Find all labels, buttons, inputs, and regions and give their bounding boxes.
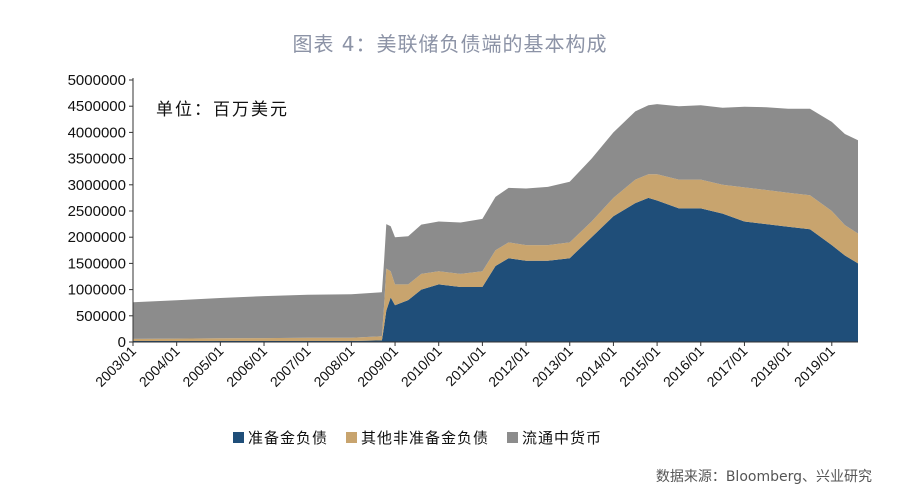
x-tick-label: 2009/01 xyxy=(354,343,401,390)
legend-label-other: 其他非准备金负债 xyxy=(361,429,490,447)
area-other xyxy=(133,174,858,341)
y-tick-label: 500000 xyxy=(76,308,126,325)
x-tick-label: 2008/01 xyxy=(310,343,357,390)
y-tick-label: 4000000 xyxy=(68,124,126,141)
legend: 准备金负债 其他非准备金负债 流通中货币 xyxy=(233,427,620,448)
x-tick-label: 2004/01 xyxy=(136,343,183,390)
legend-item-other: 其他非准备金负债 xyxy=(346,427,489,448)
x-tick-label: 2014/01 xyxy=(572,343,619,390)
y-tick-label: 4500000 xyxy=(68,98,126,115)
x-tick-label: 2007/01 xyxy=(267,343,314,390)
area-currency xyxy=(133,104,858,339)
y-tick-label: 5000000 xyxy=(68,72,126,89)
x-tick-label: 2018/01 xyxy=(747,343,794,390)
legend-swatch-reserve xyxy=(233,432,244,443)
legend-label-reserve: 准备金负债 xyxy=(248,429,329,447)
legend-label-currency: 流通中货币 xyxy=(522,429,603,447)
x-tick-label: 2006/01 xyxy=(223,343,270,390)
source-note: 数据来源：Bloomberg、兴业研究 xyxy=(655,469,872,485)
y-axis: 0 500000 1000000 1500000 2000000 2500000 30000… xyxy=(68,72,134,351)
x-tick-label: 2011/01 xyxy=(442,343,489,390)
x-tick-label: 2017/01 xyxy=(703,343,750,390)
y-tick-label: 2000000 xyxy=(68,229,126,246)
y-tick-label: 1500000 xyxy=(68,255,126,272)
y-tick-label: 2500000 xyxy=(68,203,126,220)
x-tick-label: 2003/01 xyxy=(92,343,139,390)
y-tick-label: 3000000 xyxy=(68,177,126,194)
x-tick-label: 2012/01 xyxy=(485,343,532,390)
unit-label: 单位：百万美元 xyxy=(156,100,289,120)
plot-area xyxy=(133,104,858,342)
legend-item-currency: 流通中货币 xyxy=(507,427,602,448)
x-tick-label: 2005/01 xyxy=(179,343,226,390)
x-tick-label: 2013/01 xyxy=(529,343,576,390)
x-axis: 2003/012004/012005/012006/012007/012008/… xyxy=(92,341,858,390)
y-tick-label: 3500000 xyxy=(68,151,126,168)
chart-title: 图表 4：美联储负债端的基本构成 xyxy=(292,32,608,56)
x-tick-label: 2010/01 xyxy=(398,343,445,390)
y-tick-label: 0 xyxy=(118,334,126,351)
legend-item-reserve: 准备金负债 xyxy=(233,427,328,448)
y-tick-label: 1000000 xyxy=(68,282,126,299)
x-tick-label: 2019/01 xyxy=(791,343,838,390)
x-tick-label: 2016/01 xyxy=(660,343,707,390)
x-tick-label: 2015/01 xyxy=(616,343,663,390)
legend-swatch-currency xyxy=(507,432,519,443)
area-reserve xyxy=(133,197,858,342)
legend-swatch-other xyxy=(346,432,358,443)
